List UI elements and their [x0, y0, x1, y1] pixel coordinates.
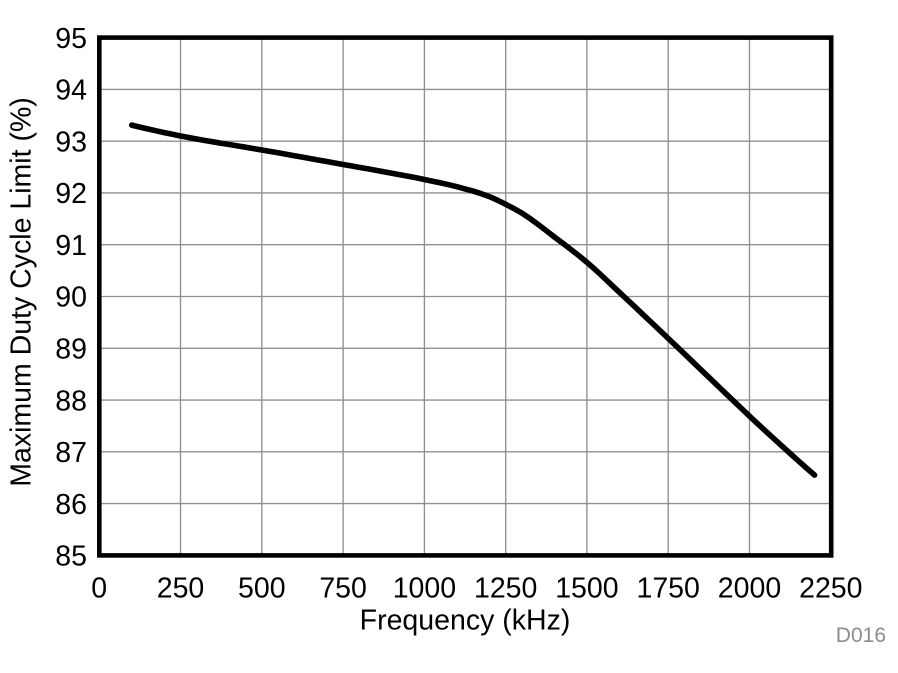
svg-text:93: 93: [55, 126, 87, 158]
svg-text:88: 88: [55, 385, 87, 417]
svg-text:89: 89: [55, 334, 87, 366]
svg-text:91: 91: [55, 230, 87, 262]
svg-text:86: 86: [55, 489, 87, 521]
svg-text:0: 0: [91, 573, 107, 605]
svg-text:85: 85: [55, 541, 87, 573]
svg-text:500: 500: [238, 573, 286, 605]
svg-text:1750: 1750: [636, 573, 699, 605]
svg-text:90: 90: [55, 282, 87, 314]
svg-text:1250: 1250: [474, 573, 537, 605]
svg-text:D016: D016: [836, 624, 886, 647]
svg-text:94: 94: [55, 75, 87, 107]
svg-text:Maximum Duty Cycle Limit (%): Maximum Duty Cycle Limit (%): [5, 97, 37, 487]
svg-text:2250: 2250: [799, 573, 862, 605]
svg-text:250: 250: [157, 573, 205, 605]
svg-text:Frequency (kHz): Frequency (kHz): [360, 604, 571, 636]
svg-text:92: 92: [55, 178, 87, 210]
svg-text:750: 750: [319, 573, 367, 605]
svg-text:1000: 1000: [393, 573, 456, 605]
svg-text:1500: 1500: [555, 573, 618, 605]
svg-text:87: 87: [55, 437, 87, 469]
svg-text:2000: 2000: [718, 573, 781, 605]
svg-text:95: 95: [55, 23, 87, 55]
